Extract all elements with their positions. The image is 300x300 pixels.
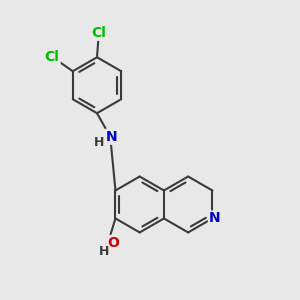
Text: N: N (106, 130, 118, 144)
Text: Cl: Cl (91, 26, 106, 40)
Text: H: H (94, 136, 104, 148)
Text: H: H (98, 245, 109, 258)
Text: N: N (209, 212, 220, 226)
Text: O: O (107, 236, 119, 250)
Text: Cl: Cl (45, 50, 60, 64)
